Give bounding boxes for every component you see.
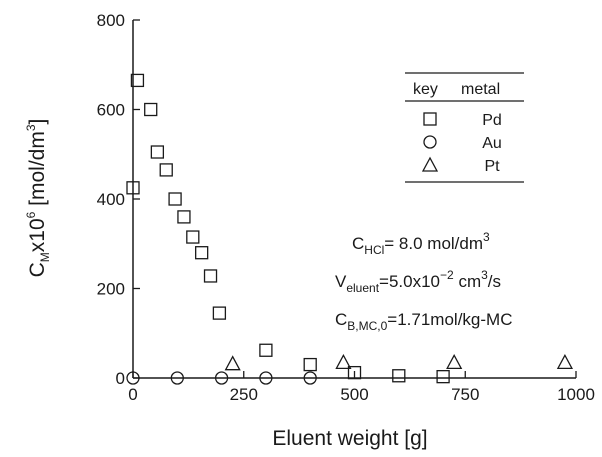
series-pt bbox=[224, 353, 574, 371]
y-tick-label-400: 400 bbox=[97, 190, 125, 209]
point-pd-1 bbox=[130, 73, 145, 88]
point-au-0 bbox=[126, 371, 140, 385]
point-pd-2 bbox=[144, 102, 158, 117]
legend-label-au: Au bbox=[482, 135, 502, 152]
point-pd-0 bbox=[126, 181, 140, 195]
series-au bbox=[126, 371, 317, 385]
point-au-2 bbox=[214, 371, 229, 385]
legend-label-pt: Pt bbox=[484, 158, 500, 175]
point-pd-13 bbox=[347, 365, 362, 380]
legend-symbol-pt bbox=[421, 156, 439, 172]
point-pd-12 bbox=[303, 357, 317, 372]
point-au-3 bbox=[259, 371, 273, 385]
x-tick-label-1000: 1000 bbox=[557, 385, 595, 404]
data-marks bbox=[126, 73, 574, 385]
point-pt-0 bbox=[224, 355, 241, 371]
x-tick-label-0: 0 bbox=[128, 385, 137, 404]
point-pt-1 bbox=[335, 353, 352, 369]
point-au-1 bbox=[170, 371, 184, 385]
annotation-cb-mc: CB,MC,0=1.71mol/kg-MC bbox=[335, 310, 512, 333]
y-tick-label-800: 800 bbox=[97, 11, 125, 30]
annotation-hcl: CHCl= 8.0 mol/dm3 bbox=[352, 230, 490, 257]
legend-rows: Pd Au Pt bbox=[421, 112, 502, 175]
point-pd-9 bbox=[203, 269, 218, 283]
annotations: CHCl= 8.0 mol/dm3 Veluent=5.0x10−2 cm3/s… bbox=[335, 230, 512, 333]
point-au-4 bbox=[303, 371, 317, 385]
legend-header-metal: metal bbox=[461, 81, 500, 98]
y-tick-label-200: 200 bbox=[97, 280, 125, 299]
y-tick-label-0: 0 bbox=[116, 369, 125, 388]
annotation-eluent-rate: Veluent=5.0x10−2 cm3/s bbox=[335, 268, 501, 295]
y-tick-label-600: 600 bbox=[97, 101, 125, 120]
x-tick-label-500: 500 bbox=[340, 385, 368, 404]
x-tick-label-250: 250 bbox=[230, 385, 258, 404]
y-axis-title: CMx106 [mol/dm3] bbox=[24, 119, 52, 278]
point-pd-14 bbox=[392, 369, 406, 383]
legend-header-key: key bbox=[413, 81, 438, 98]
point-pd-3 bbox=[150, 145, 165, 159]
point-pd-11 bbox=[259, 343, 273, 357]
point-pd-4 bbox=[159, 163, 173, 177]
point-pd-8 bbox=[195, 246, 209, 260]
series-pd bbox=[126, 73, 450, 384]
x-axis-title: Eluent weight [g] bbox=[272, 427, 427, 450]
point-pt-2 bbox=[446, 353, 463, 369]
point-pd-7 bbox=[186, 230, 200, 244]
axis-ticks: 0 200 400 600 800 0 250 500 750 1000 bbox=[97, 11, 595, 404]
legend-symbol-pd bbox=[423, 112, 437, 126]
legend: key metal Pd Au Pt bbox=[405, 72, 524, 183]
x-tick-label-750: 750 bbox=[451, 385, 479, 404]
legend-label-pd: Pd bbox=[482, 112, 502, 129]
point-pt-3 bbox=[556, 353, 574, 369]
point-pd-15 bbox=[436, 370, 450, 384]
point-pd-6 bbox=[177, 210, 191, 224]
legend-symbol-au bbox=[423, 135, 437, 149]
point-pd-5 bbox=[168, 192, 182, 206]
point-pd-10 bbox=[212, 306, 227, 320]
